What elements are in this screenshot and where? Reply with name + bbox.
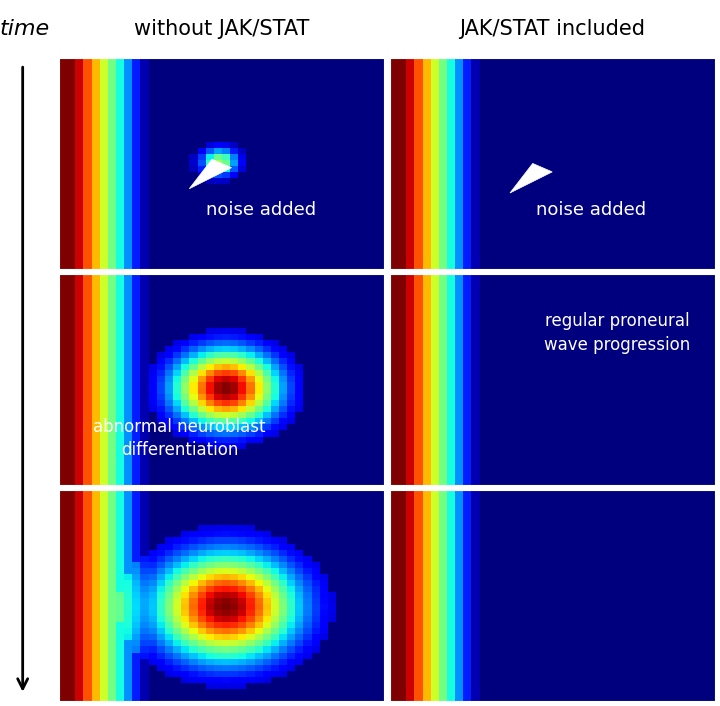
Text: noise added: noise added (536, 201, 647, 219)
Text: regular proneural
wave progression: regular proneural wave progression (544, 312, 690, 354)
Text: abnormal neuroblast
differentiation: abnormal neuroblast differentiation (93, 418, 266, 460)
Text: noise added: noise added (206, 201, 316, 219)
Polygon shape (510, 164, 552, 193)
Text: without JAK/STAT: without JAK/STAT (134, 19, 310, 39)
Text: time: time (0, 19, 50, 39)
Polygon shape (189, 160, 232, 189)
Text: JAK/STAT included: JAK/STAT included (459, 19, 645, 39)
